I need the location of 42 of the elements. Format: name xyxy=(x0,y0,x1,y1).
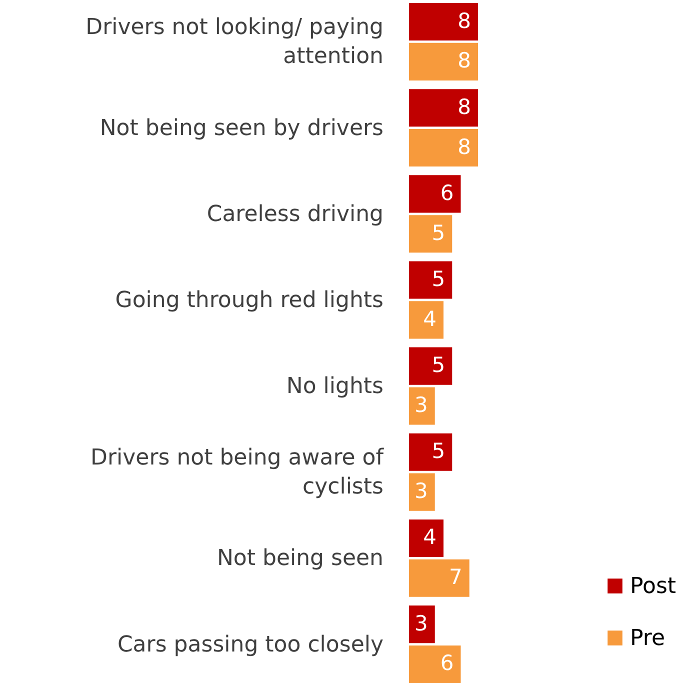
y-tick-label: No lights xyxy=(286,374,384,400)
bar xyxy=(409,129,478,167)
bar xyxy=(409,261,452,299)
bar xyxy=(409,42,478,80)
data-label: 5 xyxy=(432,353,446,378)
data-label: 3 xyxy=(414,611,428,636)
data-label: 5 xyxy=(432,266,446,291)
bar xyxy=(409,175,461,213)
data-label: 8 xyxy=(458,48,471,73)
data-label: 8 xyxy=(458,94,471,119)
legend-label: Pre xyxy=(630,626,665,651)
y-tick-label: Cars passing too closely xyxy=(117,632,384,658)
y-tick-label: Careless driving xyxy=(206,202,384,227)
bar xyxy=(409,606,435,644)
data-label: 5 xyxy=(432,439,446,464)
data-label: 3 xyxy=(414,479,428,504)
y-tick-label: Drivers not looking/ paying attention xyxy=(86,15,384,70)
bar xyxy=(409,473,435,511)
bar xyxy=(409,301,444,339)
y-tick-label: Going through red lights xyxy=(115,288,384,313)
data-label: 4 xyxy=(423,306,436,331)
bar xyxy=(409,387,435,425)
y-tick-label: Not being seen by drivers xyxy=(100,116,384,141)
y-tick-label: Not being seen xyxy=(216,546,384,572)
bar xyxy=(409,645,461,683)
y-tick-label: Drivers not being aware of cyclists xyxy=(90,446,385,500)
data-label: 8 xyxy=(458,8,471,33)
data-label: 3 xyxy=(414,393,428,418)
data-label: 5 xyxy=(432,220,446,245)
bar xyxy=(409,559,470,597)
bar xyxy=(409,215,452,253)
bar xyxy=(409,89,478,127)
data-label: 7 xyxy=(449,565,462,590)
data-label: 8 xyxy=(458,134,471,159)
legend-label: Post xyxy=(630,574,676,599)
bar xyxy=(409,347,452,385)
data-label: 6 xyxy=(440,651,454,676)
bar xyxy=(409,433,452,471)
data-label: 4 xyxy=(423,525,436,550)
bar xyxy=(409,519,444,557)
bar xyxy=(409,3,478,41)
data-label: 6 xyxy=(440,180,454,205)
